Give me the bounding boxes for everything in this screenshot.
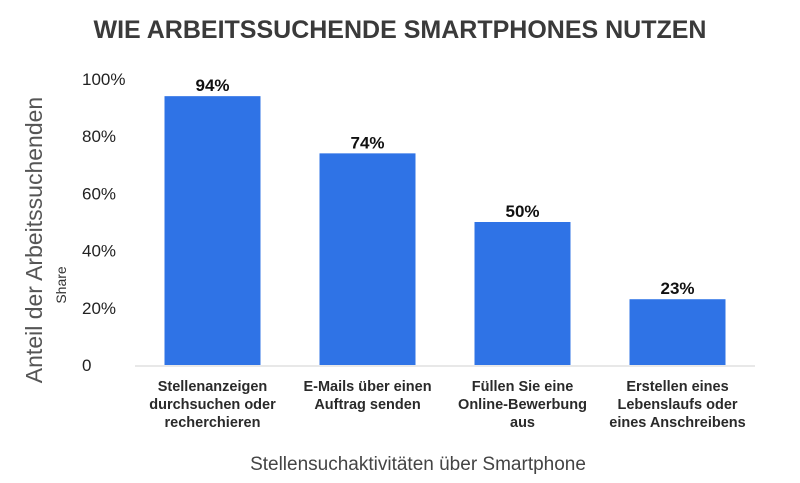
y-tick-label: 20% <box>82 299 116 318</box>
data-label: 50% <box>505 202 539 221</box>
category-label: Stellenanzeigen durchsuchen oder recherchi… <box>149 379 276 431</box>
category-label: E-Mails über einen Auftrag senden <box>303 379 431 413</box>
bar <box>319 153 416 365</box>
y-axis-ticks: 0 20% 40% 60% 80% 100% <box>82 70 125 375</box>
bars <box>164 96 726 365</box>
category-label: Füllen Sie eine Online-Bewerbung aus <box>458 379 587 431</box>
chart-title: WIE ARBEITSSUCHENDE SMARTPHONES NUTZEN <box>94 16 707 44</box>
y-axis-label: Anteil der Arbeitssuchenden <box>21 97 47 383</box>
data-label: 74% <box>350 133 384 152</box>
data-labels: 94% 74% 50% 23% <box>195 76 694 298</box>
bar <box>474 222 571 365</box>
y-tick-label: 100% <box>82 70 125 89</box>
x-axis-label: Stellensuchaktivitäten über Smartphone <box>250 454 586 475</box>
category-label: Erstellen eines Lebenslaufs oder eines Ans… <box>609 379 745 431</box>
y-tick-label: 80% <box>82 127 116 146</box>
bar <box>164 96 261 365</box>
y-tick-label: 0 <box>82 356 91 375</box>
category-labels: Stellenanzeigen durchsuchen oder recherchi… <box>149 379 745 431</box>
data-label: 94% <box>195 76 229 95</box>
y-tick-label: 60% <box>82 184 116 203</box>
bar <box>629 299 726 365</box>
y-axis-secondary-label: Share <box>53 266 69 304</box>
data-label: 23% <box>660 279 694 298</box>
y-tick-label: 40% <box>82 242 116 261</box>
